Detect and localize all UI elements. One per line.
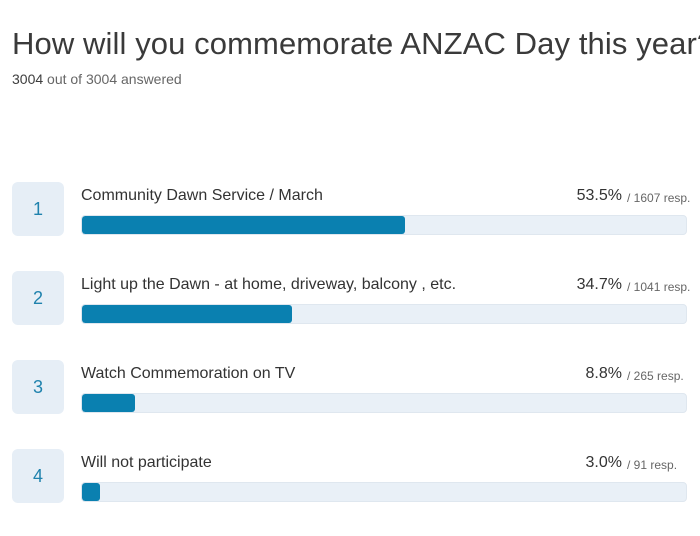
bar-fill: [82, 394, 136, 412]
option-responses: / 265 resp.: [627, 369, 684, 383]
option-label: Light up the Dawn - at home, driveway, b…: [81, 276, 457, 293]
result-row: 1 Community Dawn Service / March 53.5% /…: [0, 182, 700, 238]
result-row: 3 Watch Commemoration on TV 8.8% / 265 r…: [0, 360, 700, 416]
rank-badge: 2: [12, 271, 64, 325]
answered-text: out of 3004 answered: [47, 71, 182, 87]
answered-count: 3004: [12, 71, 44, 87]
option-percentage: 53.5%: [576, 187, 622, 204]
option-percentage: 8.8%: [585, 365, 622, 382]
result-row: 2 Light up the Dawn - at home, driveway,…: [0, 271, 700, 327]
bar-track: [81, 215, 687, 235]
rank-badge: 3: [12, 360, 64, 414]
bar-track: [81, 304, 687, 324]
answered-summary: 3004 out of 3004 answered: [12, 71, 182, 87]
bar-track: [81, 482, 687, 502]
bar-track: [81, 393, 687, 413]
option-label: Will not participate: [81, 454, 212, 471]
option-percentage: 34.7%: [576, 276, 622, 293]
option-responses: / 1607 resp.: [627, 191, 691, 205]
option-responses: / 1041 resp.: [627, 280, 691, 294]
bar-fill: [82, 216, 406, 234]
rank-badge: 1: [12, 182, 64, 236]
survey-question-title: How will you commemorate ANZAC Day this …: [12, 26, 700, 61]
rank-badge: 4: [12, 449, 64, 503]
bar-fill: [82, 305, 292, 323]
option-percentage: 3.0%: [585, 454, 622, 471]
option-label: Community Dawn Service / March: [81, 187, 323, 204]
bar-fill: [82, 483, 101, 501]
option-responses: / 91 resp.: [627, 458, 678, 472]
result-row: 4 Will not participate 3.0% / 91 resp.: [0, 449, 700, 505]
option-label: Watch Commemoration on TV: [81, 365, 296, 382]
